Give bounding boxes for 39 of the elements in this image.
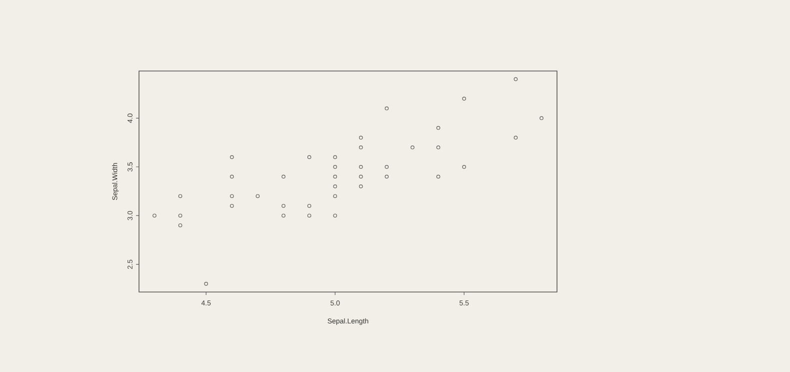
point [359, 136, 363, 140]
point [307, 155, 312, 160]
point [230, 204, 234, 208]
point [462, 164, 466, 169]
point [333, 194, 338, 198]
point [436, 174, 440, 179]
point [359, 174, 363, 179]
point [230, 174, 234, 179]
point [307, 204, 312, 208]
point [333, 164, 338, 169]
point [514, 136, 518, 140]
point [462, 96, 466, 101]
point [359, 164, 363, 169]
point [307, 214, 312, 218]
point [282, 214, 286, 218]
point [204, 282, 208, 286]
point [178, 194, 182, 198]
point [230, 155, 234, 160]
point [230, 194, 234, 198]
point [333, 174, 338, 179]
point [540, 116, 544, 120]
point [384, 174, 389, 179]
point [333, 184, 338, 188]
point [256, 194, 260, 198]
point [282, 174, 286, 179]
point [410, 145, 414, 150]
point [333, 214, 338, 218]
point [514, 77, 518, 82]
point [152, 214, 156, 218]
point [178, 214, 182, 218]
point [282, 204, 286, 208]
point [359, 184, 363, 188]
point [178, 223, 182, 228]
point [436, 145, 440, 150]
point [436, 126, 440, 130]
point [384, 106, 389, 110]
point [333, 155, 338, 160]
point [384, 164, 389, 169]
point [359, 145, 363, 150]
